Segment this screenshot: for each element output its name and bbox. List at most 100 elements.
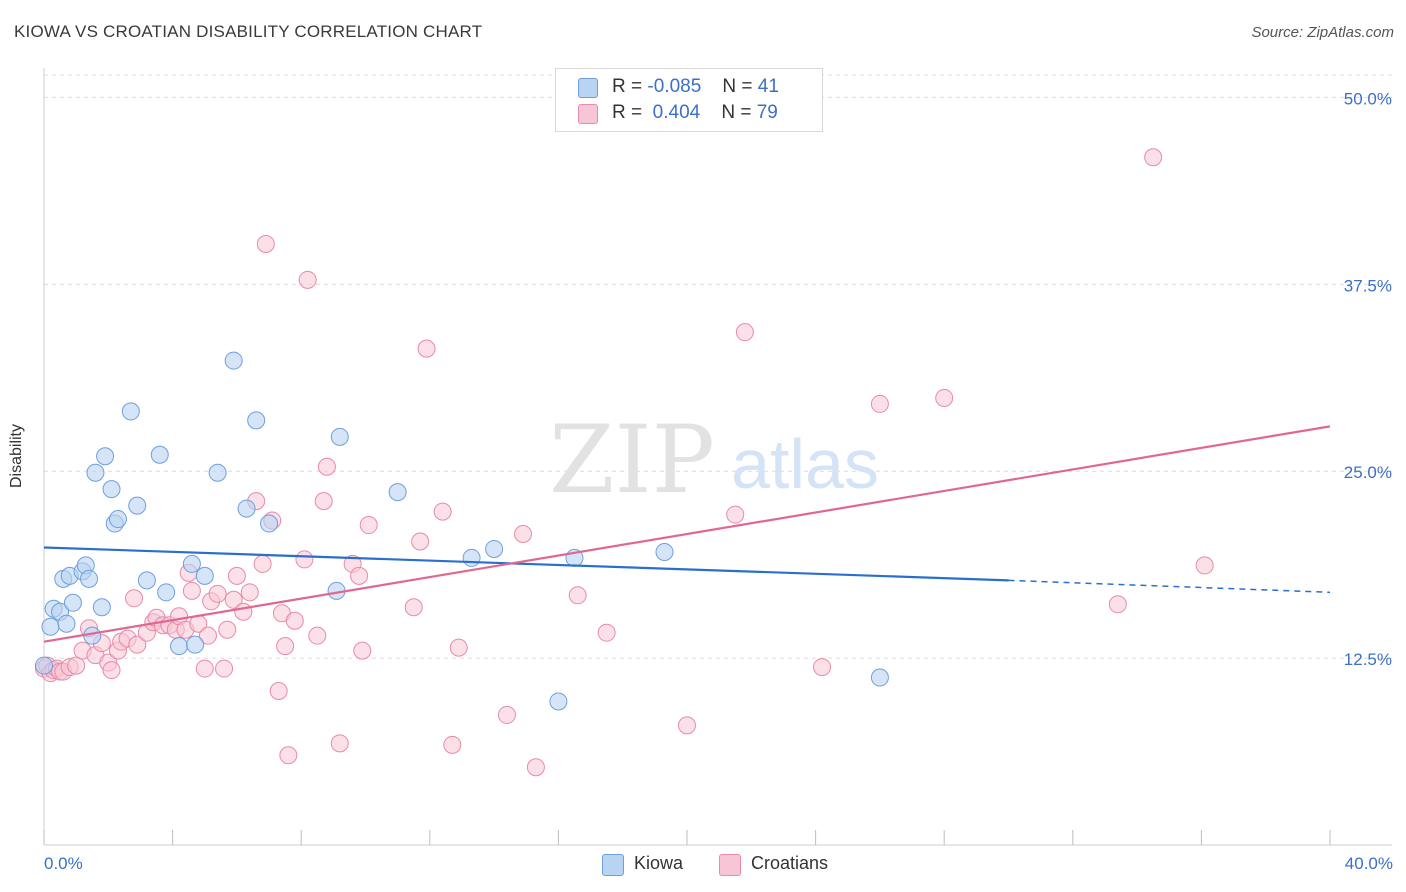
kiowa-point xyxy=(80,569,99,588)
axes xyxy=(43,68,1392,846)
croatians-point xyxy=(224,590,243,609)
watermark-zip: ZIP xyxy=(549,406,715,515)
y-tick-label: 25.0% xyxy=(1344,463,1392,482)
legend-r-label: R = xyxy=(612,76,643,97)
croatians-point xyxy=(597,623,616,642)
y-tick-label: 50.0% xyxy=(1344,89,1392,108)
kiowa-legend-label: Kiowa xyxy=(634,853,684,873)
croatians-point xyxy=(330,734,349,753)
croatians-point xyxy=(935,388,954,407)
croatians-point xyxy=(1144,148,1163,167)
croatians-swatch xyxy=(578,104,598,124)
croatians-point xyxy=(678,716,696,735)
kiowa-point xyxy=(655,542,674,561)
kiowa-point xyxy=(108,510,127,529)
y-tick-label: 12.5% xyxy=(1344,650,1392,669)
legend-n-value-kiowa: 41 xyxy=(757,76,779,97)
kiowa-point xyxy=(35,656,53,675)
kiowa-point xyxy=(462,548,481,567)
correlation-legend: R = -0.085 N = 41 R = 0.404 N = 79 xyxy=(555,68,823,132)
croatians-point xyxy=(1108,595,1127,614)
croatians-point xyxy=(208,584,227,603)
croatians-point xyxy=(102,661,121,680)
croatians-point xyxy=(353,641,372,660)
croatians-point xyxy=(568,586,587,605)
legend-r-value-croatians: 0.404 xyxy=(647,102,701,123)
kiowa-point xyxy=(121,402,140,421)
chart-title: KIOWA VS CROATIAN DISABILITY CORRELATION… xyxy=(14,22,483,41)
kiowa-point xyxy=(195,566,214,585)
croatians-point xyxy=(240,583,259,602)
tick-labels: 12.5% 25.0% 37.5% 50.0% 0.0% 40.0% xyxy=(44,89,1393,873)
kiowa-trend-extension xyxy=(1008,579,1331,594)
kiowa-point xyxy=(247,411,266,430)
watermark: ZIP atlas xyxy=(549,406,879,515)
croatians-point xyxy=(317,457,336,476)
croatians-point xyxy=(350,566,369,585)
kiowa-point xyxy=(485,539,504,558)
croatians-legend-label: Croatians xyxy=(751,853,829,873)
croatians-point xyxy=(359,516,378,535)
legend-r-label: R = xyxy=(612,102,643,123)
croatians-point xyxy=(526,758,545,777)
croatians-point xyxy=(256,234,275,253)
croatians-point xyxy=(128,635,147,654)
kiowa-point xyxy=(57,614,76,633)
croatians-point xyxy=(308,626,327,645)
kiowa-point xyxy=(92,598,111,617)
croatians-point xyxy=(404,598,423,617)
watermark-atlas: atlas xyxy=(731,425,879,503)
kiowa-point xyxy=(237,499,256,518)
croatians-point xyxy=(234,602,253,621)
croatians-point xyxy=(67,656,86,675)
croatians-point xyxy=(433,502,452,521)
kiowa-point xyxy=(102,480,121,499)
croatians-point xyxy=(125,589,144,608)
croatians-point xyxy=(298,270,317,289)
croatians-point xyxy=(198,626,217,645)
kiowa-point xyxy=(170,637,189,656)
kiowa-trend-line xyxy=(43,546,1009,582)
kiowa-point xyxy=(86,463,105,482)
kiowa-point xyxy=(150,445,169,464)
kiowa-point xyxy=(208,463,227,482)
kiowa-point xyxy=(182,554,201,573)
croatians-point xyxy=(182,581,201,600)
croatians-point xyxy=(285,611,304,630)
croatians-point xyxy=(314,492,333,511)
croatians-point xyxy=(497,705,516,724)
kiowa-points xyxy=(35,351,889,711)
croatians-point xyxy=(218,620,237,639)
kiowa-point xyxy=(186,635,205,654)
croatians-point xyxy=(253,554,272,573)
croatians-legend-swatch xyxy=(719,854,741,876)
x-tick-label: 40.0% xyxy=(1345,854,1393,873)
kiowa-swatch xyxy=(578,78,598,98)
croatians-point xyxy=(411,532,430,551)
trend-lines xyxy=(43,425,1331,643)
kiowa-point xyxy=(157,583,176,602)
kiowa-point xyxy=(260,514,279,533)
croatians-point xyxy=(417,339,436,358)
croatians-point xyxy=(726,505,745,524)
kiowa-point xyxy=(870,668,889,687)
croatians-point xyxy=(295,550,314,569)
legend-n-value-croatians: 79 xyxy=(756,102,778,123)
croatians-point xyxy=(813,658,832,677)
croatians-point xyxy=(195,659,214,678)
legend-n-label: N = xyxy=(722,76,753,97)
kiowa-point xyxy=(388,483,407,502)
legend-r-value-kiowa: -0.085 xyxy=(647,76,702,97)
kiowa-legend-swatch xyxy=(602,854,624,876)
kiowa-point xyxy=(41,617,60,636)
x-tick-label: 0.0% xyxy=(44,854,83,873)
croatians-point xyxy=(215,659,234,678)
croatians-point xyxy=(443,735,462,754)
source-label: Source: ZipAtlas.com xyxy=(1251,24,1394,41)
croatians-point xyxy=(870,394,889,413)
croatians-trend-line xyxy=(43,425,1331,643)
kiowa-point xyxy=(137,571,156,590)
croatians-point xyxy=(1195,556,1214,575)
y-tick-label: 37.5% xyxy=(1344,276,1392,295)
